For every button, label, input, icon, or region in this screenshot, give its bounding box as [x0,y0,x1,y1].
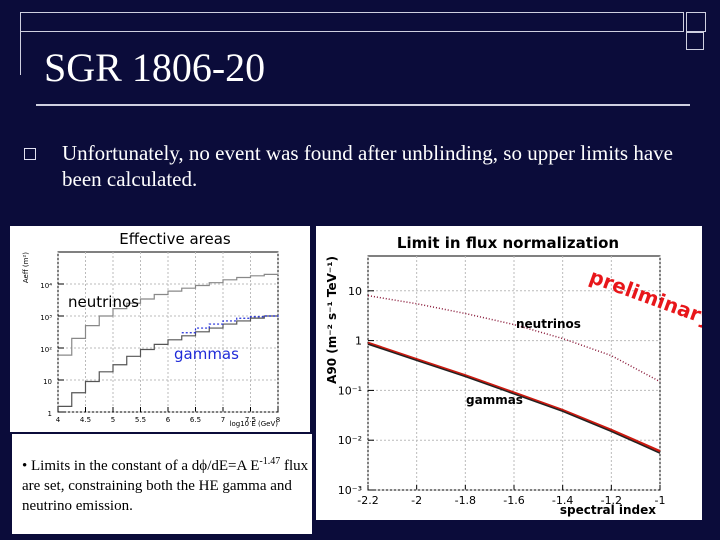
x-tick-label: 4 [56,416,61,424]
x-tick-label: -2.2 [357,494,378,507]
x-tick-label: 7 [221,416,225,424]
x-tick-label: 7.5 [245,416,256,424]
slide-title: SGR 1806-20 [44,45,266,90]
effective-areas-panel: Effective areas 4 4.5 5 5.5 6 6.5 7 7.5 8 1 10 10² 10… [10,226,310,432]
y-tick-label: 10⁻¹ [338,384,362,397]
decorative-frame-top [20,12,684,32]
y-tick-label: 10⁴ [40,282,52,290]
x-axis-label: spectral index [560,503,656,517]
x-tick-label: -1.4 [552,494,573,507]
caption-exponent: -1.47 [259,456,281,467]
decorative-square [686,12,706,32]
annotation-gammas: gammas [174,345,239,363]
x-tick-label: 5.5 [135,416,146,424]
caption-part1: • Limits in the constant of a dϕ/dE=A E [22,458,260,474]
y-tick-label: 10² [40,346,52,354]
x-tick-label: -1.2 [601,494,622,507]
x-tick-label: 6 [166,416,171,424]
x-tick-label: 8 [276,416,280,424]
x-tick-label: 4.5 [80,416,91,424]
decorative-square-small [686,32,704,50]
x-tick-label: -1.8 [455,494,476,507]
chart-title: Limit in flux normalization [397,234,619,252]
bullet-text: Unfortunately, no event was found after … [62,141,673,191]
x-tick-label: -2 [411,494,422,507]
effective-areas-chart: Effective areas 4 4.5 5 5.5 6 6.5 7 7.5 8 1 10 10² 10… [22,230,280,428]
flux-limit-chart: Limit in flux normalization -2.2 -2 -1.8 -1.… [325,234,716,517]
series-line-gammas [58,314,279,407]
y-tick-label: 10 [348,285,362,298]
decorative-frame-left [20,30,41,75]
caption-box: • Limits in the constant of a dϕ/dE=A E-… [12,434,312,534]
title-underline [36,104,690,106]
y-tick-label: 1 [355,335,362,348]
x-tick-label: -1 [655,494,666,507]
annotation-preliminary: preliminary [586,264,702,331]
chart-title: Effective areas [119,230,231,248]
x-tick-label: -1.6 [503,494,524,507]
y-axis-label: A90 (m⁻² s⁻¹ TeV⁻¹) [325,256,339,384]
caption-part2: flux are set, constraining both the HE g… [22,458,309,514]
y-tick-label: 10⁻² [338,434,362,447]
y-tick-label: 1 [48,410,52,418]
x-axis-label: log10 E (GeV) [230,420,279,428]
series-line-gammas [367,341,661,453]
annotation-neutrinos: neutrinos [516,317,581,331]
x-tick-label: 5 [111,416,115,424]
y-tick-label: 10⁻³ [338,484,362,497]
annotation-gammas: gammas [466,393,523,407]
y-tick-label: 10³ [40,314,52,322]
y-axis-label: Aeff (m²) [22,252,30,283]
annotation-neutrinos: neutrinos [68,293,139,311]
series-line-gammas-dark [367,343,661,454]
flux-limit-panel: Limit in flux normalization -2.2 -2 -1.8 -1.… [316,226,716,520]
series-line-neutrinos [58,273,279,356]
caption-text: • Limits in the constant of a dϕ/dE=A E-… [22,452,310,516]
x-tick-label: 6.5 [190,416,201,424]
y-tick-label: 10 [43,378,52,386]
bullet-square-icon [24,148,36,160]
